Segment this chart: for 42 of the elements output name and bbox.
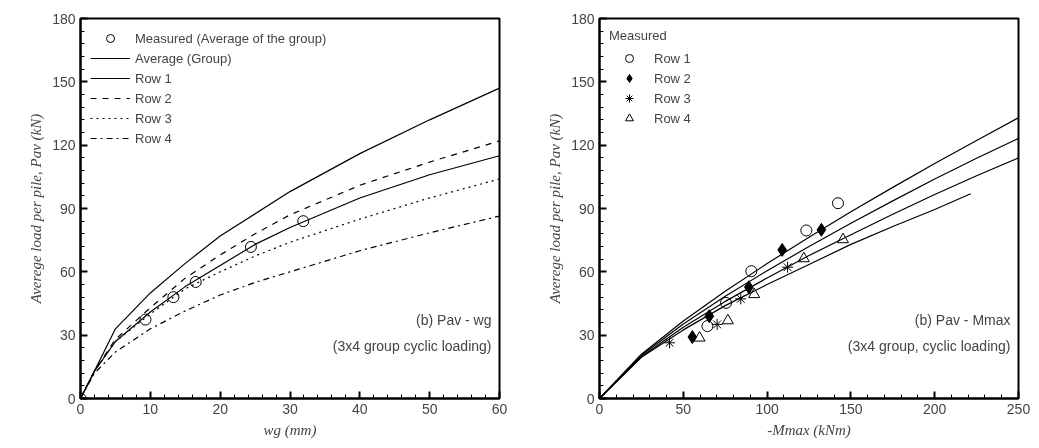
y-tick-label: 120	[52, 137, 76, 154]
x-axis-title: wg (mm)	[263, 421, 317, 439]
y-tick-label: 120	[571, 137, 595, 154]
y-tick-label: 90	[578, 200, 595, 217]
y-axis-title: Averege load per pile, Pav (kN)	[547, 113, 565, 305]
annotation: (b) Pav - Mmax	[914, 311, 1011, 328]
legend-label: Row 2	[654, 70, 691, 86]
x-tick-label: 50	[421, 400, 438, 417]
annotation: (3x4 group, cyclic loading)	[847, 337, 1011, 354]
y-axis-title: Averege load per pile, Pav (kN)	[28, 113, 46, 305]
x-tick-label: 100	[755, 400, 779, 417]
x-tick-label: 50	[675, 400, 692, 417]
x-tick-label: 60	[491, 400, 508, 417]
legend-label: Average (Group)	[135, 50, 232, 66]
x-tick-label: 200	[923, 400, 947, 417]
x-tick-label: 150	[839, 400, 863, 417]
y-tick-label: 60	[59, 263, 76, 280]
y-tick-label: 90	[59, 200, 76, 217]
x-tick-label: 30	[282, 400, 298, 417]
legend-label: Row 4	[654, 110, 691, 126]
y-tick-label: 30	[59, 327, 76, 344]
y-tick-label: 60	[578, 263, 595, 280]
legend-label: Row 4	[135, 130, 172, 146]
x-tick-label: 40	[352, 400, 368, 417]
x-tick-label: 20	[212, 400, 229, 417]
x-axis-title: -Mmax (kNm)	[767, 421, 851, 439]
x-tick-label: 10	[142, 400, 159, 417]
legend-label: Measured (Average of the group)	[135, 30, 327, 46]
legend-title: Measured	[609, 28, 668, 43]
annotation: (3x4 group cyclic loading)	[332, 337, 492, 354]
y-tick-label: 150	[571, 73, 595, 90]
annotation: (b) Pav - wg	[416, 311, 492, 328]
x-tick-label: 250	[1006, 400, 1031, 417]
legend-label: Row 3	[135, 110, 172, 126]
legend-label: Row 1	[135, 70, 172, 86]
y-tick-label: 180	[52, 10, 76, 27]
y-tick-label: 30	[578, 327, 595, 344]
legend-label: Row 2	[135, 90, 172, 106]
legend-label: Row 1	[654, 50, 691, 66]
y-tick-label: 180	[571, 10, 595, 27]
legend-label: Row 3	[654, 90, 691, 106]
y-tick-label: 150	[52, 73, 76, 90]
